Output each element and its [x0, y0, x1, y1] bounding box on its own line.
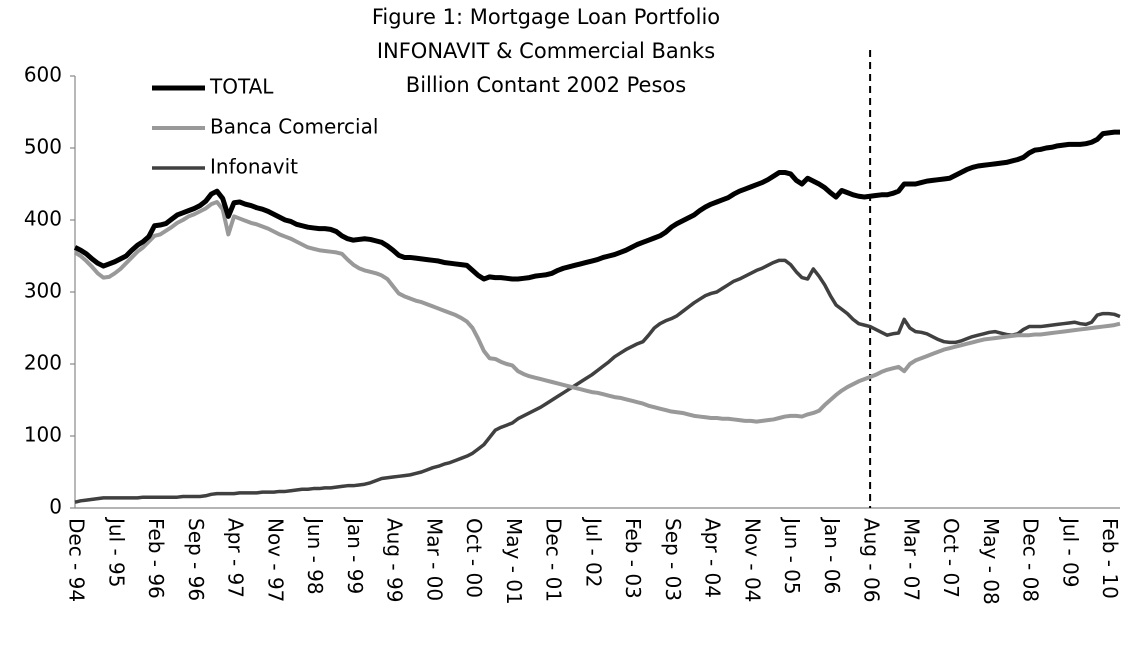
y-tick-label: 500	[24, 135, 62, 159]
x-tick-label: Nov - 04	[740, 518, 764, 602]
y-tick-label: 600	[24, 63, 62, 87]
series-line	[74, 258, 1121, 504]
x-tick-label: Sep - 96	[184, 518, 208, 601]
y-tick-label: 0	[49, 495, 62, 519]
x-tick-label: Feb - 10	[1098, 518, 1122, 599]
x-tick-label: Apr - 97	[224, 518, 248, 598]
x-tick-label: Jul - 09	[1058, 516, 1082, 588]
x-tick-label: Apr - 04	[701, 518, 725, 598]
series-line	[73, 200, 1121, 424]
x-tick-label: Jul - 02	[581, 516, 605, 588]
x-tick-label: May - 08	[979, 518, 1003, 605]
x-tick-label: Aug - 06	[860, 518, 884, 602]
x-tick-label: May - 01	[502, 518, 526, 605]
x-tick-label: Dec - 01	[542, 518, 566, 602]
x-tick-label: Oct - 07	[939, 518, 963, 598]
x-tick-label: Mar - 07	[899, 518, 923, 601]
x-tick-label: Feb - 03	[621, 518, 645, 599]
x-tick-label: Jan - 06	[820, 516, 844, 594]
chart-title: INFONAVIT & Commercial Banks	[377, 39, 715, 63]
legend: TOTAL Banca Comercial Infonavit	[152, 75, 378, 179]
title-block: Figure 1: Mortgage Loan Portfolio INFONAV…	[372, 5, 720, 97]
x-tick-label: Jul - 95	[104, 516, 128, 588]
series-line	[73, 129, 1120, 282]
chart-title: Billion Contant 2002 Pesos	[406, 73, 686, 97]
legend-label: TOTAL	[209, 75, 274, 99]
x-tick-label: Jun - 98	[303, 516, 327, 595]
x-tick-label: Oct - 00	[462, 518, 486, 598]
x-tick-label: Aug - 99	[383, 518, 407, 602]
x-tick-label: Nov - 97	[263, 518, 287, 602]
x-tick-label: Dec - 94	[65, 518, 89, 602]
legend-label: Infonavit	[210, 155, 298, 179]
x-tick-label: Jun - 05	[780, 516, 804, 595]
chart-title: Figure 1: Mortgage Loan Portfolio	[372, 5, 720, 29]
y-tick-label: 100	[24, 423, 62, 447]
y-tick-label: 200	[24, 351, 62, 375]
y-tick-label: 400	[24, 207, 62, 231]
legend-label: Banca Comercial	[210, 115, 378, 139]
x-tick-label: Dec - 08	[1019, 518, 1043, 602]
y-tick-label: 300	[24, 279, 62, 303]
x-tick-label: Mar - 00	[422, 518, 446, 601]
x-tick-label: Jan - 99	[343, 516, 367, 594]
x-tick-label: Feb - 96	[144, 518, 168, 599]
x-tick-label: Sep - 03	[661, 518, 685, 601]
